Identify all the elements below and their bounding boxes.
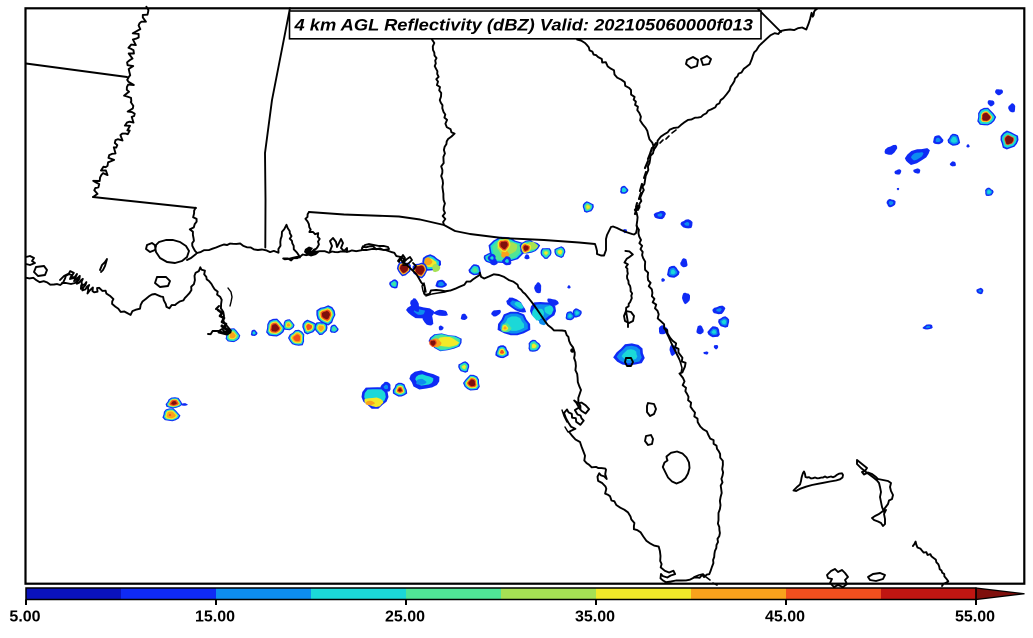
svg-text:15.00: 15.00	[195, 609, 235, 626]
svg-text:45.00: 45.00	[765, 609, 805, 626]
svg-text:25.00: 25.00	[385, 609, 425, 626]
svg-text:55.00: 55.00	[955, 609, 995, 626]
svg-text:4 km AGL Reflectivity (dBZ) Va: 4 km AGL Reflectivity (dBZ) Valid: 20210…	[293, 17, 753, 35]
svg-text:35.00: 35.00	[575, 609, 615, 626]
svg-text:5.00: 5.00	[9, 609, 40, 626]
